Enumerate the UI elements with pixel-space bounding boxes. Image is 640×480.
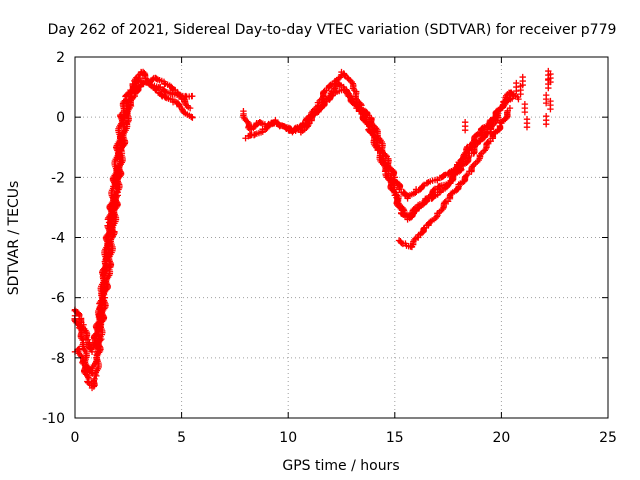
series-track-7	[395, 104, 514, 251]
data-point	[145, 79, 152, 87]
x-tick-label: 10	[279, 430, 297, 446]
data-point	[542, 112, 550, 120]
data-point	[547, 97, 554, 105]
data-point	[441, 199, 448, 206]
data-point	[515, 95, 522, 103]
data-point	[394, 202, 402, 210]
data-point	[506, 95, 514, 103]
data-point	[542, 99, 550, 107]
chart-title: Day 262 of 2021, Sidereal Day-to-day VTE…	[48, 22, 617, 38]
y-tick-label: -8	[51, 351, 65, 367]
data-point	[410, 236, 418, 244]
data-point	[461, 118, 469, 126]
y-tick-label: 2	[56, 50, 65, 66]
data-point	[421, 199, 428, 207]
data-point	[523, 123, 531, 131]
data-point	[542, 91, 550, 99]
data-point	[521, 108, 529, 116]
data-point	[448, 190, 455, 197]
x-tick-label: 0	[71, 430, 80, 446]
data-point	[95, 319, 102, 326]
data-point	[449, 171, 457, 178]
data-point	[523, 115, 531, 123]
data-point	[542, 120, 550, 128]
data-point	[517, 90, 524, 98]
x-tick-label: 20	[492, 430, 510, 446]
data-point	[390, 188, 398, 195]
data-point	[547, 70, 554, 78]
y-tick-label: -2	[51, 170, 65, 186]
data-point	[336, 81, 343, 88]
x-tick-label: 25	[599, 430, 617, 446]
data-point	[79, 359, 86, 366]
data-point	[513, 79, 520, 87]
y-tick-label: -10	[42, 411, 65, 427]
data-point	[519, 81, 526, 89]
y-tick-label: 0	[56, 110, 65, 126]
data-point	[108, 200, 116, 207]
axis-ticks: 0 5 10 15 20 25 -10 -8 -6 -4 -2 0 2	[42, 50, 617, 446]
data-point	[521, 100, 529, 108]
data-point	[547, 105, 554, 113]
data-point	[439, 205, 446, 213]
data-point	[547, 78, 554, 86]
data-point	[106, 226, 113, 234]
series-track-2	[71, 74, 196, 392]
y-tick-label: -6	[51, 291, 65, 307]
data-point	[519, 73, 526, 81]
data-point	[101, 305, 108, 312]
data-point	[463, 145, 470, 152]
data-point	[105, 219, 113, 226]
data-point	[461, 126, 469, 134]
data-point	[189, 92, 196, 100]
grid-lines	[75, 57, 608, 418]
data-point	[484, 139, 491, 146]
data-point	[91, 331, 99, 339]
data-point	[506, 104, 514, 112]
data-point	[369, 131, 377, 138]
data-point	[151, 85, 159, 93]
y-axis-label: SDTVAR / TECUs	[6, 181, 22, 296]
data-point	[186, 104, 194, 112]
data-point	[412, 189, 419, 196]
series-track-6	[297, 86, 514, 223]
data-point	[131, 92, 138, 100]
data-point	[328, 92, 335, 100]
data-point	[545, 84, 552, 92]
data-point	[513, 87, 520, 95]
data-point	[419, 182, 426, 190]
x-axis-label: GPS time / hours	[282, 458, 399, 474]
x-tick-label: 15	[386, 430, 404, 446]
series-track-8	[461, 67, 554, 134]
data-point	[105, 225, 112, 232]
data-point	[420, 225, 428, 232]
data-point	[189, 113, 196, 121]
y-tick-label: -4	[51, 231, 65, 247]
data-point	[114, 189, 121, 196]
data-points	[71, 67, 554, 392]
data-point	[409, 210, 417, 218]
series-track-3	[71, 68, 196, 356]
x-tick-label: 5	[177, 430, 186, 446]
